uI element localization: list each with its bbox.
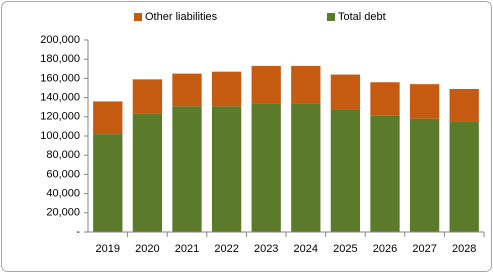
y-tick-label: 60,000	[46, 168, 80, 180]
y-tick-label: 160,000	[40, 72, 80, 84]
bar-segment	[330, 109, 361, 232]
x-tick-label: 2026	[373, 243, 397, 255]
bar-segment	[409, 84, 440, 119]
bar-segment	[251, 65, 281, 104]
x-tick-label: 2020	[135, 243, 159, 255]
bar-segment	[370, 115, 400, 232]
y-tick-label: 20,000	[46, 207, 80, 219]
bar-segment	[132, 113, 163, 232]
bar-segment	[172, 73, 202, 107]
y-tick-label: 120,000	[40, 111, 80, 123]
x-tick-label: 2024	[294, 243, 318, 255]
legend-swatch	[134, 13, 142, 21]
bar-segment	[330, 74, 361, 110]
legend-swatch	[327, 13, 335, 21]
x-tick-label: 2027	[412, 243, 436, 255]
legend-label: Total debt	[338, 11, 386, 23]
bar-segment	[172, 106, 202, 232]
y-tick-label: 40,000	[46, 188, 80, 200]
bar-segment	[211, 71, 242, 107]
x-tick-label: 2025	[333, 243, 357, 255]
bar-segment	[370, 82, 400, 116]
y-tick-label: -	[76, 226, 80, 238]
x-tick-label: 2019	[96, 243, 120, 255]
y-tick-label: 100,000	[40, 130, 80, 142]
bar-segment	[449, 88, 479, 122]
bar-segment	[93, 134, 123, 232]
bar-segment	[251, 103, 281, 232]
x-tick-label: 2021	[175, 243, 199, 255]
bar-segment	[291, 65, 321, 104]
bar-segment	[409, 118, 440, 232]
legend-label: Other liabilities	[145, 11, 218, 23]
y-tick-label: 80,000	[46, 149, 80, 161]
y-tick-label: 140,000	[40, 92, 80, 104]
x-tick-label: 2028	[452, 243, 476, 255]
y-tick-label: 200,000	[40, 34, 80, 46]
x-tick-label: 2022	[214, 243, 238, 255]
bar-segment	[211, 106, 242, 232]
bar-segment	[93, 101, 123, 135]
bar-segment	[291, 103, 321, 232]
bar-segment	[132, 79, 163, 114]
y-tick-label: 180,000	[40, 53, 80, 65]
bar-segment	[449, 121, 479, 232]
x-tick-label: 2023	[254, 243, 278, 255]
